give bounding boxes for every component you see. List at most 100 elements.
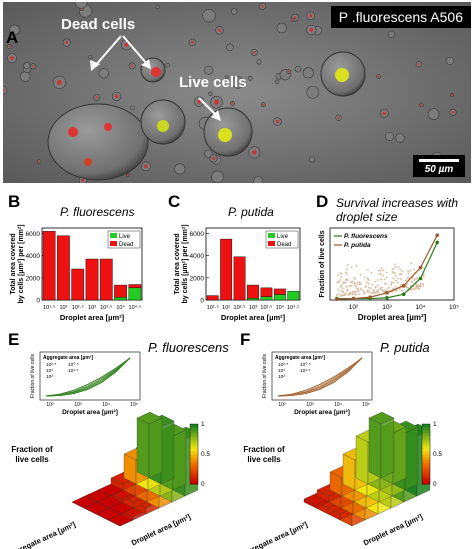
- scatter-point: [385, 282, 387, 285]
- scatter-point: [394, 272, 396, 275]
- x-tick-label: 10⁵: [449, 304, 459, 311]
- scatter-point: [356, 281, 359, 284]
- y-axis-label: Aggregate area [µm²]: [5, 520, 77, 549]
- y-tick-label: 0: [36, 298, 40, 305]
- scatter-point: [351, 291, 354, 293]
- small-droplet: [3, 86, 8, 95]
- scatter-point: [354, 293, 357, 296]
- chart-c: 0 2000 4000 6000 10¹·⁵ 10² 10²·⁵ 10³ 10³·⁵ 10⁴ 10⁴…: [174, 224, 301, 322]
- droplet-image: [3, 2, 471, 183]
- scatter-point: [410, 262, 413, 265]
- scatter-point: [337, 288, 340, 291]
- scatter-point: [363, 276, 366, 278]
- small-droplet: [231, 76, 245, 89]
- scatter-point: [360, 283, 362, 286]
- small-droplet: [294, 65, 302, 73]
- colorbar-segment: [422, 475, 430, 479]
- colorbar-tick: 1: [201, 421, 205, 428]
- scatter-point: [398, 288, 401, 290]
- scatter-point: [349, 284, 352, 287]
- x-axis-label: Droplet area [µm²]: [358, 313, 427, 322]
- colorbar-segment: [190, 463, 198, 467]
- y-tick-label: 6000: [26, 231, 41, 238]
- live-cell: [335, 68, 349, 82]
- dead-cell: [104, 123, 112, 131]
- legend-swatch-live: [110, 233, 117, 238]
- dead-cell: [417, 63, 420, 66]
- y-tick-label: 4000: [190, 253, 205, 260]
- inset-x-tick: 10⁵: [362, 402, 370, 408]
- colorbar-segment: [422, 427, 430, 431]
- small-droplet: [385, 132, 395, 141]
- colorbar-segment: [422, 472, 430, 476]
- scatter-point: [336, 281, 339, 284]
- scatter-point: [345, 285, 348, 288]
- scatter-point: [373, 291, 375, 294]
- small-droplet: [204, 149, 213, 158]
- scatter-point: [391, 271, 394, 273]
- inset-legend-label: 10¹·⁵: [68, 368, 79, 374]
- scatter-point: [380, 273, 382, 275]
- scatter-point: [383, 278, 386, 281]
- colorbar-segment: [190, 454, 198, 458]
- dead-cell: [217, 28, 222, 32]
- z-axis-label: Fraction of: [11, 445, 53, 454]
- series-point: [368, 295, 372, 299]
- scatter-point: [358, 283, 361, 286]
- series-point: [385, 296, 389, 300]
- small-droplet: [427, 108, 440, 120]
- dead-cell: [10, 56, 14, 60]
- scatter-point: [338, 293, 340, 296]
- bar-dead: [71, 268, 85, 301]
- scatter-point: [350, 284, 353, 287]
- scatter-point: [409, 284, 412, 287]
- x-tick-label: 10⁴·⁵: [129, 304, 142, 311]
- inset-legend-label: 10⁰·⁵: [68, 362, 79, 368]
- scatter-point: [392, 281, 395, 284]
- inset-x-tick: 10³: [306, 402, 314, 408]
- scatter-point: [395, 279, 397, 282]
- scatter-point: [395, 275, 397, 277]
- scatter-point: [422, 275, 425, 278]
- bar-dead: [247, 284, 259, 299]
- scatter-point: [385, 288, 388, 291]
- inset-legend-title: Aggregate area [µm²]: [275, 355, 325, 361]
- x-tick-label: 10³: [382, 304, 392, 311]
- scatter-point: [382, 274, 385, 277]
- scatter-point: [387, 287, 390, 289]
- scatter-point: [406, 286, 409, 289]
- panel-letter-a: A: [6, 28, 19, 47]
- scatter-point: [379, 278, 382, 281]
- scatter-point: [345, 292, 348, 295]
- inset-y-label: Fraction of live cells: [262, 354, 268, 398]
- series-point: [401, 292, 406, 297]
- dead-cell: [65, 41, 69, 45]
- live-cell: [157, 120, 169, 132]
- dead-cell: [337, 116, 340, 119]
- scatter-point: [392, 277, 395, 280]
- scatter-point: [368, 286, 370, 289]
- scatter-point: [367, 279, 370, 282]
- scatter-point: [353, 281, 356, 284]
- legend-swatch-dead: [268, 241, 275, 246]
- legend-label-live: Live: [119, 234, 131, 240]
- scatter-point: [346, 273, 348, 276]
- dead-cell: [130, 64, 134, 68]
- scatter-point: [339, 272, 342, 274]
- small-droplet: [388, 30, 396, 38]
- bar-front: [380, 417, 395, 479]
- dead-cell: [68, 127, 78, 137]
- colorbar-segment: [190, 451, 198, 455]
- bar-dead: [233, 256, 246, 301]
- small-droplet: [253, 176, 264, 183]
- scatter-point: [395, 289, 398, 292]
- small-droplet: [446, 56, 455, 65]
- small-droplet: [211, 170, 224, 183]
- small-droplet: [226, 43, 234, 52]
- scatter-point: [339, 294, 342, 297]
- scatter-point: [339, 278, 342, 281]
- colorbar-segment: [422, 436, 430, 440]
- colorbar-segment: [422, 463, 430, 467]
- dead-cell: [451, 110, 455, 114]
- colorbar-tick: 0.5: [201, 451, 210, 458]
